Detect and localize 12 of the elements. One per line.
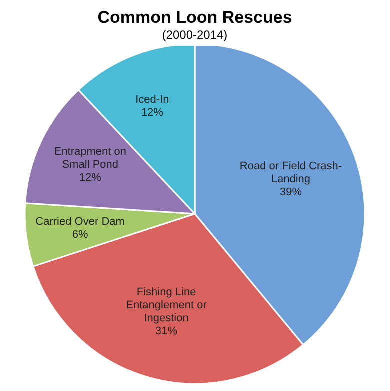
slice-label: Carried Over Dam [36, 216, 125, 228]
slice-label: Fishing Line Entanglement or Ingestion [126, 286, 208, 324]
data-label: 39% [280, 186, 302, 198]
chart-title: Common Loon Rescues [96, 8, 294, 28]
data-label: 12% [79, 172, 102, 184]
slice-label: Road or Field Crash-Landing [240, 160, 342, 186]
slice-label: Entrapment on Small Pond [54, 146, 126, 171]
chart-subtitle: (2000-2014) [161, 28, 229, 43]
slice-label: Iced-In [136, 94, 170, 106]
data-label: 12% [141, 107, 164, 120]
data-label: 31% [156, 325, 178, 338]
data-label: 6% [72, 228, 88, 241]
